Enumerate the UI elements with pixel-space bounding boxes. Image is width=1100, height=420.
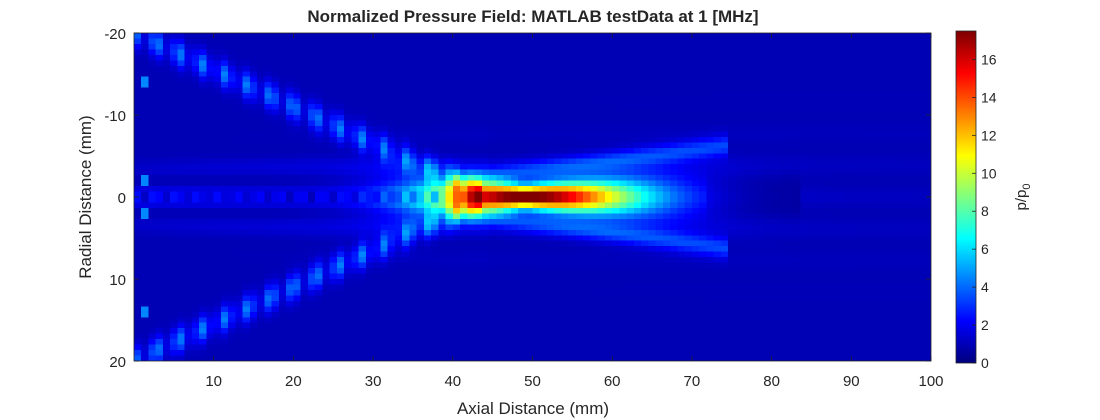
heatmap-plot-area: [133, 32, 932, 362]
colorbar-gradient: [956, 31, 976, 363]
colorbar-tick-label: 2: [981, 317, 989, 333]
colorbar-tick-label: 0: [981, 355, 989, 371]
colorbar-tick-label: 16: [981, 51, 997, 67]
x-tick-label: 80: [763, 373, 780, 390]
colorbar-ticks: 0 2 4 6 8 10 12 14 16: [972, 51, 997, 371]
colorbar-frame: [955, 30, 977, 364]
y-tick-label: 20: [109, 354, 126, 371]
x-tick-label: 50: [524, 373, 541, 390]
x-tick-label: 100: [918, 373, 943, 390]
colorbar-label-subscript: 0: [1021, 184, 1033, 190]
y-tick-label: 10: [109, 272, 126, 289]
x-tick-label: 60: [604, 373, 621, 390]
colorbar-label: p/p0: [1013, 184, 1033, 211]
colorbar-label-main: p/p: [1013, 190, 1030, 211]
x-tick-label: 20: [285, 373, 302, 390]
colorbar-tick-label: 8: [981, 203, 989, 219]
y-tick-label: 0: [118, 190, 126, 207]
colorbar-tick-label: 6: [981, 241, 989, 257]
pressure-field-heatmap: [134, 33, 931, 361]
y-axis-label: Radial Distance (mm): [76, 115, 95, 278]
x-tick-label: 30: [365, 373, 382, 390]
x-tick-label: 10: [205, 373, 222, 390]
y-tick-label: -10: [104, 108, 126, 125]
y-tick-label: -20: [104, 26, 126, 43]
y-axis: -20 -10 0 10 20: [104, 26, 931, 371]
colorbar-tick-label: 12: [981, 127, 997, 143]
x-tick-label: 40: [444, 373, 461, 390]
x-tick-label: 90: [843, 373, 860, 390]
colorbar-tick-label: 14: [981, 89, 997, 105]
x-axis: 10 20 30 40 50 60 70 80 90 100: [205, 33, 944, 390]
colorbar-tick-label: 10: [981, 165, 997, 181]
colorbar-tick-label: 4: [981, 279, 989, 295]
chart-title: Normalized Pressure Field: MATLAB testDa…: [307, 7, 758, 26]
x-axis-label: Axial Distance (mm): [457, 399, 609, 418]
x-tick-label: 70: [684, 373, 701, 390]
